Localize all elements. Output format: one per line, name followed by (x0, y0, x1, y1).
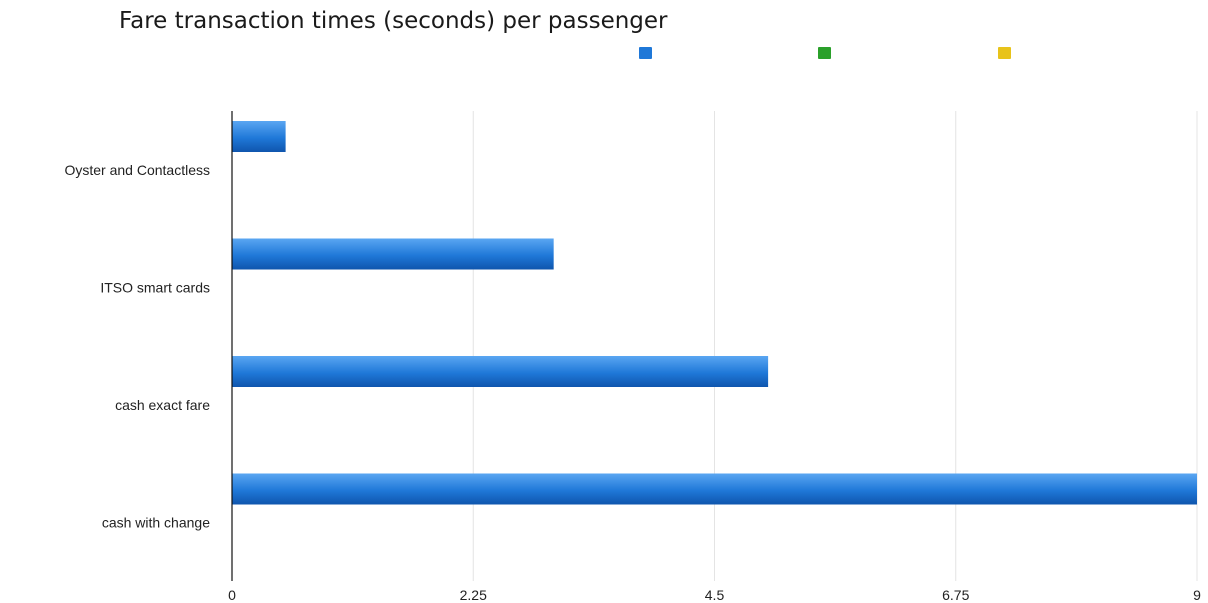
category-label: cash with change (102, 514, 210, 530)
x-tick-label: 2.25 (460, 587, 487, 603)
legend-swatch (998, 47, 1011, 59)
category-label: Oyster and Contactless (64, 162, 210, 178)
x-tick-label: 4.5 (705, 587, 725, 603)
bars (232, 121, 1197, 505)
legend-swatch (818, 47, 831, 59)
chart-title: Fare transaction times (seconds) per pas… (119, 8, 668, 34)
category-labels: Oyster and Contactless ITSO smart cards ca… (64, 162, 210, 531)
category-label: ITSO smart cards (100, 279, 210, 295)
x-tick-label: 9 (1193, 587, 1201, 603)
category-label: cash exact fare (115, 397, 210, 413)
gridlines (472, 111, 1198, 581)
bar (232, 356, 769, 387)
x-tick-labels: 0 2.25 4.5 6.75 9 (228, 587, 1201, 603)
bar (232, 121, 286, 152)
legend-swatch (639, 47, 652, 59)
bar (232, 473, 1197, 505)
bar (232, 238, 554, 270)
legend (639, 47, 1011, 59)
x-tick-label: 0 (228, 587, 236, 603)
x-tick-label: 6.75 (942, 587, 969, 603)
